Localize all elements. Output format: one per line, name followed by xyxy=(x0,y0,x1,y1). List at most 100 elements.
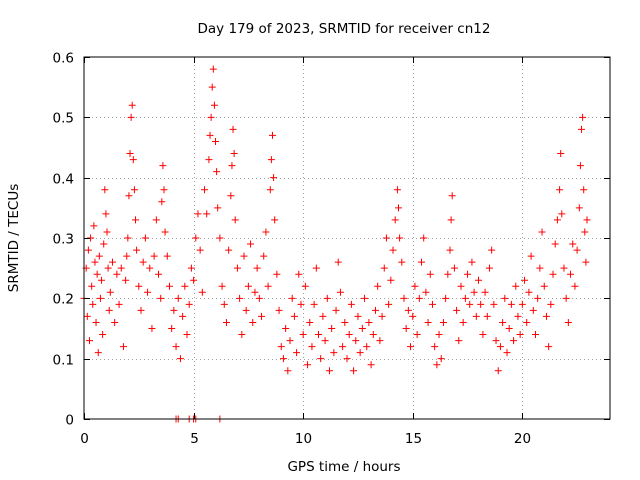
data-point xyxy=(352,337,360,345)
data-point xyxy=(187,264,195,272)
data-point xyxy=(501,294,509,302)
data-point xyxy=(447,216,455,224)
data-points xyxy=(80,65,591,423)
data-point xyxy=(464,270,472,278)
data-point xyxy=(512,282,520,290)
data-point xyxy=(214,204,222,212)
data-point xyxy=(185,300,193,308)
data-point xyxy=(507,300,515,308)
x-tick-label: 20 xyxy=(514,431,531,447)
data-point xyxy=(168,325,176,332)
data-point xyxy=(496,343,504,351)
data-point xyxy=(130,186,138,194)
data-point xyxy=(413,331,421,339)
data-point xyxy=(101,186,109,194)
data-point xyxy=(275,306,283,314)
data-point xyxy=(148,325,156,332)
data-point xyxy=(514,312,522,320)
data-point xyxy=(558,210,566,218)
data-point xyxy=(89,300,97,308)
y-tick-label: 0.1 xyxy=(53,353,74,369)
data-point xyxy=(551,240,559,248)
data-point xyxy=(433,361,441,369)
data-point xyxy=(267,156,275,164)
data-point xyxy=(270,174,278,182)
data-point xyxy=(503,349,511,357)
data-point xyxy=(518,300,526,308)
data-point xyxy=(306,318,314,326)
data-point xyxy=(371,306,379,314)
data-point xyxy=(88,282,96,290)
data-point xyxy=(428,300,436,308)
data-point xyxy=(299,331,307,339)
data-point xyxy=(444,270,452,278)
data-point xyxy=(393,186,401,194)
data-point xyxy=(448,192,456,200)
data-point xyxy=(99,331,107,339)
data-point xyxy=(418,258,426,266)
data-point xyxy=(328,325,336,332)
data-point xyxy=(127,113,135,121)
x-tick-label: 10 xyxy=(295,431,312,447)
data-point xyxy=(218,282,226,290)
data-point xyxy=(538,228,546,236)
data-point xyxy=(279,355,287,363)
data-point xyxy=(468,258,476,266)
data-point xyxy=(206,131,214,139)
data-point xyxy=(435,331,443,339)
data-point xyxy=(284,367,292,375)
data-point xyxy=(100,240,108,248)
data-point xyxy=(286,337,294,345)
data-point xyxy=(207,113,215,121)
grid xyxy=(84,57,610,419)
data-point xyxy=(321,337,329,345)
data-point xyxy=(258,312,266,320)
data-point xyxy=(262,228,270,236)
data-point xyxy=(330,349,338,357)
data-point xyxy=(525,288,533,296)
data-point xyxy=(172,343,180,351)
data-point xyxy=(442,294,450,302)
data-point xyxy=(137,306,145,314)
data-point xyxy=(385,300,393,308)
data-point xyxy=(198,288,206,296)
data-point xyxy=(240,252,248,260)
data-point xyxy=(356,349,364,357)
data-point xyxy=(562,294,570,302)
data-point xyxy=(582,258,590,266)
data-point xyxy=(157,294,165,302)
data-point xyxy=(277,343,285,351)
data-point xyxy=(196,246,204,254)
data-point xyxy=(297,300,305,308)
data-point xyxy=(398,258,406,266)
data-point xyxy=(92,318,100,326)
data-point xyxy=(293,349,301,357)
data-point xyxy=(161,228,169,236)
data-point xyxy=(190,276,198,284)
data-point xyxy=(150,252,158,260)
data-point xyxy=(271,216,279,224)
data-point xyxy=(534,294,542,302)
data-point xyxy=(158,198,166,206)
data-point xyxy=(402,325,410,332)
data-point xyxy=(439,318,447,326)
data-point xyxy=(376,337,384,345)
data-point xyxy=(387,276,395,284)
data-point xyxy=(310,300,318,308)
data-point xyxy=(93,270,101,278)
data-point xyxy=(516,331,524,339)
data-point xyxy=(106,288,114,296)
data-point xyxy=(233,264,241,272)
data-point xyxy=(268,131,276,139)
data-point xyxy=(98,276,106,284)
data-point xyxy=(125,192,133,200)
data-point xyxy=(411,282,419,290)
data-point xyxy=(315,331,323,339)
data-point xyxy=(266,186,274,194)
data-point xyxy=(569,240,577,248)
data-point xyxy=(111,318,119,326)
axis-ticks xyxy=(84,57,610,420)
data-point xyxy=(227,192,235,200)
data-point xyxy=(470,288,478,296)
